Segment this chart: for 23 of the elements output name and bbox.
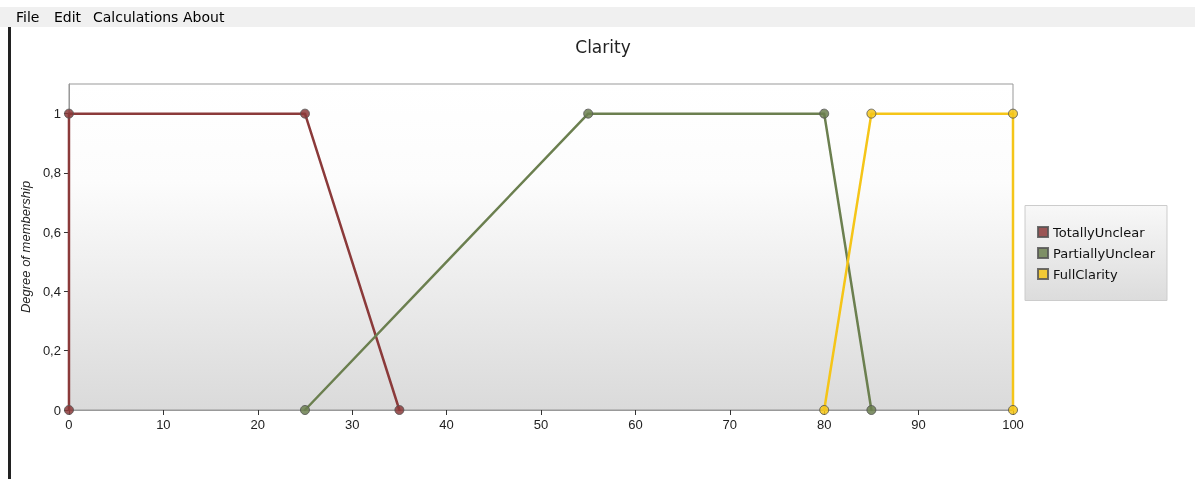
x-tick-label: 10 bbox=[156, 417, 171, 432]
y-tick-label: 0 bbox=[53, 402, 61, 418]
x-tick-label: 70 bbox=[722, 417, 738, 432]
y-tick-label: 0,2 bbox=[42, 343, 61, 359]
legend-label: TotallyUnclear bbox=[1052, 224, 1146, 240]
y-tick-label: 0,6 bbox=[42, 224, 61, 240]
x-tick-label: 40 bbox=[439, 417, 454, 432]
x-tick-label: 50 bbox=[533, 417, 549, 432]
x-tick-label: 90 bbox=[911, 417, 926, 432]
x-tick-label: 20 bbox=[250, 417, 266, 432]
y-tick-label: 1 bbox=[53, 106, 61, 122]
x-tick-label: 60 bbox=[628, 417, 643, 432]
x-tick-label: 0 bbox=[65, 417, 73, 432]
y-tick-label: 0,4 bbox=[42, 283, 61, 299]
legend-label: FullClarity bbox=[1053, 266, 1118, 282]
x-tick-label: 30 bbox=[344, 417, 360, 432]
y-tick-label: 0,8 bbox=[42, 165, 61, 181]
x-tick-label: 80 bbox=[816, 417, 832, 432]
menu-bar: File Edit Calculations About bbox=[0, 7, 1195, 27]
legend-label: PartiallyUnclear bbox=[1053, 245, 1156, 261]
y-axis-title: Degree of membership bbox=[18, 180, 33, 314]
chart-title: Clarity bbox=[575, 36, 631, 57]
x-tick-label: 100 bbox=[1002, 417, 1024, 432]
